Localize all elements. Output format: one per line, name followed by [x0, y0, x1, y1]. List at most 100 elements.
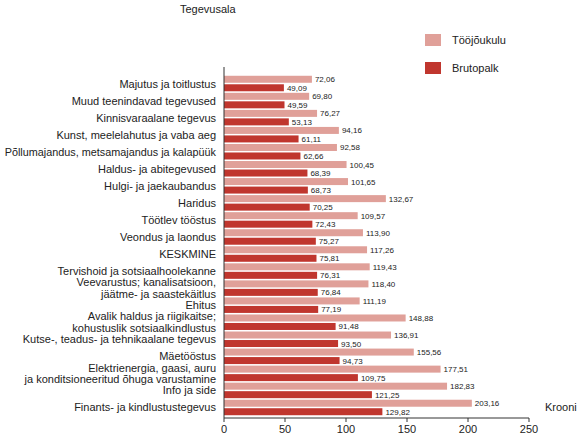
category-label: Haridus: [178, 197, 216, 209]
data-label: 77,19: [321, 305, 342, 314]
data-label: 91,48: [339, 322, 360, 331]
data-label: 75,81: [319, 254, 340, 263]
category-label: Hulgi- ja jaekaubandus: [104, 180, 216, 192]
data-label: 53,13: [292, 118, 313, 127]
data-labels: 72,0649,0969,8049,5976,2753,1394,1661,11…: [287, 75, 500, 416]
data-label: 118,40: [371, 280, 395, 289]
data-label: 203,16: [475, 399, 500, 408]
x-tick-label: 0: [221, 423, 227, 435]
bar: [224, 383, 447, 390]
bar: [224, 195, 386, 202]
data-label: 49,09: [287, 84, 308, 93]
x-tick: [346, 418, 347, 422]
bar: [224, 238, 316, 245]
bar: [224, 314, 406, 321]
bar: [224, 212, 358, 219]
bar: [224, 93, 309, 100]
data-label: 148,88: [409, 314, 434, 323]
category-label: Avalik haldus ja riigikaitse;kohustuslik…: [72, 310, 216, 334]
bar: [224, 306, 318, 313]
bar: [224, 366, 441, 373]
bar: [224, 229, 363, 236]
data-label: 109,75: [361, 374, 386, 383]
data-label: 68,39: [310, 169, 331, 178]
data-label: 121,25: [375, 391, 400, 400]
data-label: 76,27: [320, 109, 341, 118]
bar: [224, 289, 318, 296]
category-label: Veevarustus; kanalisatsioon,jäätme- ja s…: [77, 276, 217, 300]
category-label: Muud teenindavad tegevused: [72, 95, 216, 107]
data-label: 72,43: [315, 220, 336, 229]
data-label: 62,66: [303, 152, 324, 161]
legend-swatch: [425, 62, 441, 74]
x-tick-label: 50: [279, 423, 291, 435]
data-label: 136,91: [394, 331, 419, 340]
bar: [224, 340, 338, 347]
x-tick: [285, 418, 286, 422]
bar: [224, 101, 284, 108]
bar: [224, 323, 336, 330]
bar: [224, 144, 337, 151]
x-tick-label: 200: [459, 423, 477, 435]
bar: [224, 161, 347, 168]
data-label: 101,65: [351, 178, 376, 187]
x-axis-line: [224, 418, 529, 419]
data-label: 100,45: [350, 161, 375, 170]
bar: [224, 400, 472, 407]
legend-swatch: [425, 34, 441, 46]
data-label: 94,73: [343, 357, 364, 366]
data-label: 117,26: [370, 246, 394, 255]
category-label: Elektrienergia, gaasi, auruja konditsion…: [24, 362, 216, 386]
data-label: 177,51: [444, 365, 469, 374]
data-label: 75,27: [319, 237, 340, 246]
category-label: Kunst, meelelahutus ja vaba aeg: [56, 129, 216, 141]
bar: [224, 152, 300, 159]
bar: [224, 349, 414, 356]
x-tick: [529, 418, 530, 422]
data-label: 93,50: [341, 340, 362, 349]
data-label: 70,25: [313, 203, 334, 212]
data-label: 129,82: [385, 408, 410, 417]
bar: [224, 408, 382, 415]
data-label: 72,06: [315, 75, 336, 84]
category-label: Info ja side: [163, 384, 216, 396]
legend: Tööjõukulu Brutopalk: [425, 34, 506, 74]
y-axis-label: Tegevusala: [180, 3, 237, 15]
bar: [224, 110, 317, 117]
bar: [224, 127, 339, 134]
x-tick: [407, 418, 408, 422]
bar: [224, 187, 308, 194]
category-label: Töötlev tööstus: [141, 214, 216, 226]
legend-label: Brutopalk: [452, 62, 499, 74]
data-label: 92,58: [340, 143, 361, 152]
bar: [224, 76, 312, 83]
bar: [224, 263, 370, 270]
bar: [224, 357, 340, 364]
legend-label: Tööjõukulu: [452, 34, 506, 46]
bar: [224, 272, 317, 279]
x-tick-label: 100: [337, 423, 355, 435]
data-label: 68,73: [311, 186, 332, 195]
bar: [224, 332, 391, 339]
bar: [224, 221, 312, 228]
data-label: 69,80: [312, 92, 333, 101]
category-label: Majutus ja toitlustus: [119, 78, 216, 90]
x-tick: [224, 418, 225, 422]
bar: [224, 84, 284, 91]
category-label: Tervishoid ja sotsiaalhoolekanne: [58, 265, 216, 277]
bar: [224, 170, 307, 177]
bar: [224, 118, 289, 125]
y-axis-line: [224, 67, 225, 418]
bar: [224, 297, 360, 304]
category-label: Finants- ja kindlustustegevus: [74, 401, 216, 413]
bar: [224, 280, 368, 287]
category-label: Veondus ja laondus: [120, 231, 217, 243]
bar: [224, 391, 372, 398]
data-label: 132,67: [389, 195, 414, 204]
category-label: Ehitus: [185, 299, 216, 311]
data-label: 61,11: [302, 135, 322, 144]
data-label: 182,83: [450, 382, 475, 391]
data-label: 109,57: [361, 212, 386, 221]
category-label: Põllumajandus, metsamajandus ja kalapüük: [5, 146, 217, 158]
bar: [224, 204, 310, 211]
